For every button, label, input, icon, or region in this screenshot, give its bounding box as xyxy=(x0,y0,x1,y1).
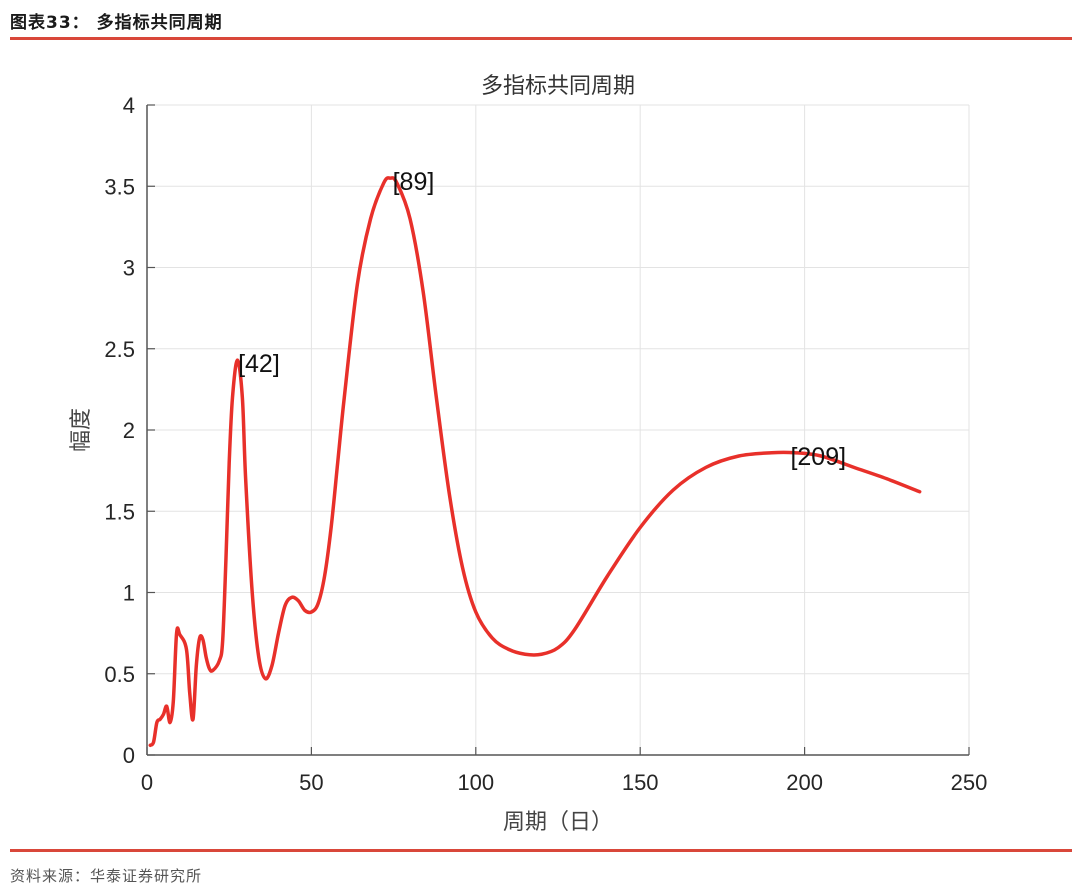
peak-annotation: [89] xyxy=(393,168,435,196)
x-tick-label: 150 xyxy=(622,770,659,795)
source-note: 资料来源：华泰证券研究所 xyxy=(10,867,203,885)
x-tick-label: 0 xyxy=(141,770,153,795)
y-tick-label: 2.5 xyxy=(104,337,135,362)
figure-title: 图表33： 多指标共同周期 xyxy=(10,13,223,33)
y-tick-label: 3 xyxy=(123,256,135,281)
y-tick-label: 1 xyxy=(123,581,135,606)
peak-annotation: [209] xyxy=(790,443,846,471)
y-tick-label: 0.5 xyxy=(104,662,135,687)
y-tick-label: 1.5 xyxy=(104,499,135,524)
grid-lines xyxy=(147,104,970,755)
y-tick-labels: 0 0.5 1 1.5 2 2.5 3 3.5 4 xyxy=(104,93,135,768)
y-tick-label: 3.5 xyxy=(104,174,135,199)
y-axis-title: 幅度 xyxy=(69,408,94,452)
axes xyxy=(146,104,970,756)
x-tick-labels: 0 50 100 150 200 250 xyxy=(141,770,987,795)
peak-annotation: [42] xyxy=(238,350,280,378)
series-line xyxy=(148,176,922,747)
x-tick-label: 100 xyxy=(457,770,494,795)
x-tick-label: 250 xyxy=(951,770,988,795)
peak-annotations: [42] [89] [209] xyxy=(238,168,846,471)
x-tick-label: 50 xyxy=(299,770,323,795)
header-divider xyxy=(10,37,1072,40)
chart-title: 多指标共同周期 xyxy=(481,74,635,99)
x-tick-label: 200 xyxy=(786,770,823,795)
footer-divider xyxy=(10,849,1072,852)
y-tick-label: 4 xyxy=(123,93,135,118)
x-axis-title: 周期（日） xyxy=(503,810,613,835)
y-tick-label: 0 xyxy=(123,743,135,768)
y-tick-label: 2 xyxy=(123,418,135,443)
